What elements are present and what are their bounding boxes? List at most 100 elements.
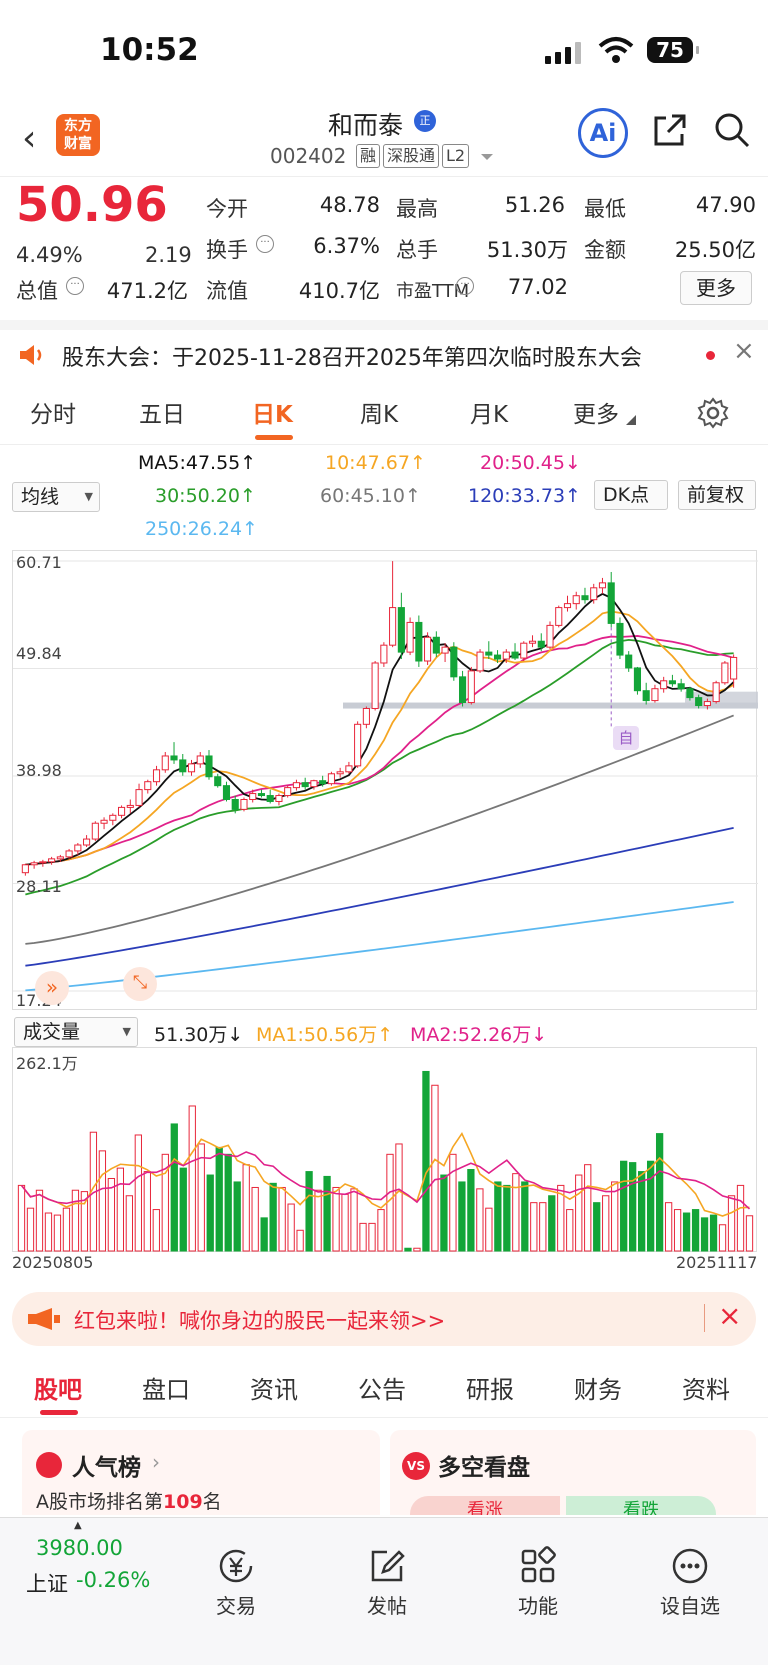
candle-body (467, 670, 475, 704)
volume-bar (620, 1160, 628, 1252)
ma120-line (25, 827, 734, 967)
volume-bar (107, 1177, 116, 1252)
volume-bar (260, 1217, 268, 1252)
status-time: 10:52 (100, 32, 199, 68)
volume-bar (242, 1164, 250, 1252)
tab-minute[interactable]: 分时 (30, 402, 76, 428)
volume-bar (512, 1173, 520, 1252)
volume-bar (179, 1167, 187, 1252)
kline-chart[interactable]: 60.71 49.84 38.98 28.11 17.24 » ⤡ 自 (12, 550, 758, 1010)
close-icon[interactable]: × (718, 1299, 742, 1332)
tab-pankou[interactable]: 盘口 (142, 1376, 190, 1404)
expand-left-icon[interactable]: » (35, 971, 69, 1005)
volume-bar (71, 1189, 80, 1252)
info-icon[interactable]: ··· (456, 277, 474, 295)
back-icon[interactable]: ‹ (22, 118, 37, 159)
volume-bar (278, 1186, 286, 1252)
volume-bar (521, 1181, 529, 1252)
volume-bar (26, 1207, 35, 1252)
tab-guba[interactable]: 股吧 (34, 1376, 82, 1404)
candle-body (91, 822, 99, 840)
ma60-line (25, 714, 734, 945)
tab-announcement[interactable]: 公告 (358, 1376, 406, 1404)
bull-bear-card[interactable]: VS 多空看盘 看涨 看跌 (390, 1430, 756, 1515)
volume-bar (233, 1181, 241, 1252)
candle-body (179, 759, 187, 773)
more-button[interactable]: 更多 (680, 271, 752, 305)
candle-body (56, 856, 64, 860)
volume-chart[interactable]: 262.1万 (12, 1047, 757, 1252)
tab-news[interactable]: 资讯 (250, 1376, 298, 1404)
info-icon[interactable]: ··· (256, 235, 274, 253)
candle-body (327, 773, 335, 785)
nav-add-watchlist[interactable]: 设自选 (640, 1546, 740, 1619)
pe-label: 市盈TTM (396, 281, 470, 302)
fullscreen-icon[interactable]: ⤡ (123, 967, 157, 1001)
volume-bar (359, 1222, 367, 1252)
candle-body (695, 697, 703, 707)
volume-bar (557, 1184, 565, 1252)
tab-profile[interactable]: 资料 (682, 1376, 730, 1404)
chevron-right-icon: › (152, 1450, 160, 1474)
yuan-exchange-icon (219, 1549, 253, 1583)
chevron-down-icon[interactable] (480, 152, 494, 162)
index-value[interactable]: 3980.00 (36, 1536, 123, 1560)
candle-body (222, 785, 231, 800)
candle-body (319, 780, 327, 785)
volume-svg (17, 1070, 754, 1252)
nav-trade[interactable]: 交易 (186, 1546, 286, 1619)
candle-body (354, 723, 362, 767)
tab-monthly-k[interactable]: 月K (470, 402, 509, 428)
adjust-button[interactable]: 前复权 (678, 480, 756, 510)
stock-header: ‹ 东方 财富 和而泰 正 002402 融 深股通 L2 Ai (0, 100, 768, 175)
index-change[interactable]: -0.26% (76, 1568, 151, 1592)
speaker-icon (20, 345, 42, 365)
share-icon[interactable] (650, 110, 690, 150)
index-name[interactable]: 上证 (26, 1572, 68, 1596)
candle-body (563, 603, 572, 609)
tab-finance[interactable]: 财务 (574, 1376, 622, 1404)
more-dots-icon (672, 1548, 708, 1584)
tab-daily-k[interactable]: 日K (252, 402, 293, 428)
bull-bear-title: 多空看盘 (438, 1455, 530, 1481)
megaphone-icon (28, 1308, 60, 1330)
info-icon[interactable]: ··· (66, 277, 84, 295)
volume-bar (35, 1189, 44, 1252)
promo-banner[interactable]: 红包来啦！喊你身边的股民一起来领>> × (12, 1292, 756, 1346)
badge-icon: 正 (414, 110, 436, 132)
tab-five-day[interactable]: 五日 (139, 402, 185, 428)
volume-bar (593, 1202, 601, 1252)
candle-body (668, 680, 676, 685)
dk-button[interactable]: DK点 (594, 480, 668, 510)
close-icon[interactable]: × (733, 336, 755, 366)
volume-bar (700, 1217, 709, 1252)
change-pct: 4.49% (16, 243, 83, 267)
candle-body (39, 861, 47, 864)
bull-button[interactable]: 看涨 (410, 1496, 560, 1515)
tab-research[interactable]: 研报 (466, 1376, 514, 1404)
bear-button[interactable]: 看跌 (566, 1496, 716, 1515)
notice-bar[interactable]: 股东大会：于2025-11-28召开2025年第四次临时股东大会 × (0, 330, 768, 382)
settings-icon[interactable] (697, 397, 729, 429)
candle-body (511, 651, 519, 659)
popularity-title: 人气榜 (72, 1455, 141, 1481)
search-icon[interactable] (712, 110, 752, 150)
nav-post[interactable]: 发帖 (337, 1546, 437, 1619)
open-value: 48.78 (319, 193, 380, 217)
tab-weekly-k[interactable]: 周K (360, 402, 399, 428)
nav-functions[interactable]: 功能 (488, 1546, 588, 1619)
stock-name: 和而泰 (328, 111, 404, 140)
self-marker[interactable]: 自 (613, 726, 639, 750)
candle-body (362, 707, 370, 725)
ma-select[interactable]: 均线 ▼ (12, 482, 100, 512)
candle-body (424, 636, 432, 662)
popularity-card[interactable]: 人气榜 › A股市场排名第109名 (22, 1430, 380, 1515)
ai-button[interactable]: Ai (578, 108, 628, 158)
open-label: 今开 (206, 197, 248, 221)
candle-body (275, 795, 283, 802)
end-date: 20251117 (676, 1253, 758, 1272)
candle-body (397, 607, 405, 653)
volume-bar (718, 1224, 727, 1252)
indicator-select[interactable]: 成交量 ▼ (14, 1017, 138, 1047)
tab-more[interactable]: 更多 (573, 402, 619, 428)
